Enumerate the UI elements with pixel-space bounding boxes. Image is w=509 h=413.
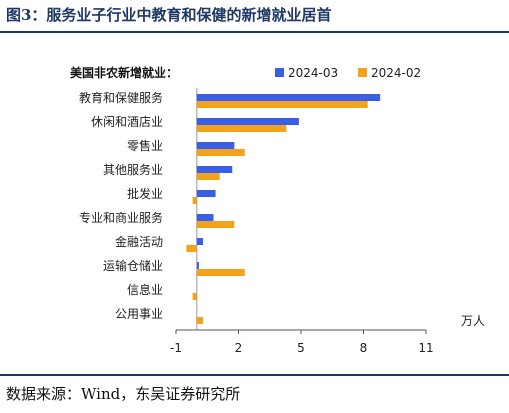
category-label: 专业和商业服务 [79, 210, 163, 225]
bar-2024-02 [196, 317, 204, 324]
title-divider [0, 31, 509, 33]
source-divider [0, 374, 509, 376]
bar-2024-03 [196, 190, 216, 197]
bar-2024-02 [196, 173, 220, 180]
chart-title: 美国非农新增就业： [70, 65, 178, 80]
plot-area: 教育和保健服务休闲和酒店业零售业其他服务业批发业专业和商业服务金融活动运输仓储业… [79, 88, 381, 330]
category-label: 信息业 [127, 282, 163, 297]
bar-2024-03 [196, 142, 235, 149]
category-label: 批发业 [127, 186, 163, 201]
category-label: 运输仓储业 [103, 258, 163, 273]
bar-2024-03 [196, 94, 381, 101]
source-note: 数据来源：Wind，东吴证券研究所 [6, 385, 241, 403]
bar-2024-02 [186, 245, 197, 252]
category-label: 零售业 [127, 138, 163, 153]
legend: 2024-03 2024-02 [275, 66, 421, 80]
bar-2024-02 [192, 293, 197, 300]
bar-2024-03 [196, 214, 214, 221]
x-tick-label: 5 [297, 341, 305, 355]
bar-2024-02 [192, 197, 197, 204]
x-tick-label: 2 [235, 341, 243, 355]
x-tick-label: -1 [170, 341, 182, 355]
category-label: 其他服务业 [103, 162, 163, 177]
x-axis: -1 2 5 8 11 [170, 330, 434, 355]
category-label: 教育和保健服务 [79, 90, 163, 105]
bar-2024-02 [196, 149, 245, 156]
bar-2024-03 [196, 262, 199, 269]
x-tick-label: 11 [418, 341, 433, 355]
bar-2024-03 [196, 238, 204, 245]
x-tick-label: 8 [360, 341, 368, 355]
unit-label: 万人 [461, 314, 485, 328]
bar-2024-02 [196, 101, 368, 108]
category-label: 公用事业 [115, 307, 163, 321]
bar-2024-03 [196, 166, 233, 173]
category-label: 休闲和酒店业 [91, 115, 163, 129]
legend-label-2024-03: 2024-03 [288, 66, 338, 80]
legend-swatch-2024-02 [358, 68, 367, 77]
bar-2024-02 [196, 221, 235, 228]
figure-title: 图3：服务业子行业中教育和保健的新增就业居首 [6, 6, 332, 24]
bar-2024-03 [196, 118, 299, 125]
bar-2024-02 [196, 125, 287, 132]
bar-2024-02 [196, 269, 245, 276]
category-label: 金融活动 [115, 234, 163, 249]
legend-label-2024-02: 2024-02 [371, 66, 421, 80]
legend-swatch-2024-03 [275, 68, 284, 77]
